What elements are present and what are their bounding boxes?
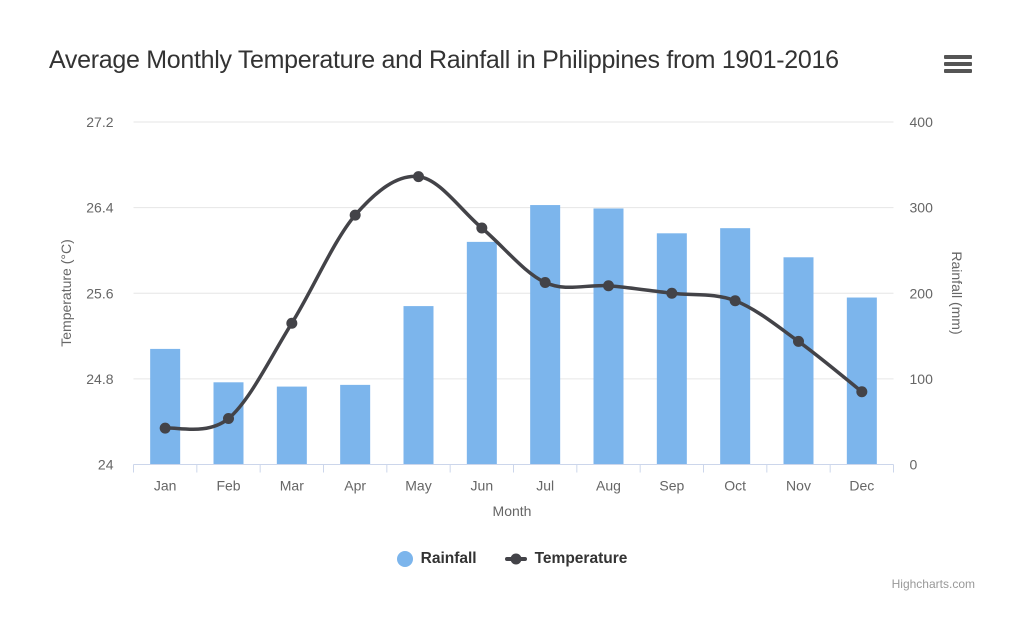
hamburger-icon (944, 55, 972, 59)
point-feb[interactable] (223, 412, 234, 424)
x-axis-label: May (405, 478, 431, 494)
x-axis-label: Aug (596, 478, 621, 494)
legend-label-rainfall: Rainfall (420, 550, 477, 567)
x-axis-label: Nov (786, 478, 811, 494)
hamburger-icon (944, 62, 972, 66)
x-axis-label: Oct (724, 478, 746, 494)
bar-jun[interactable] (466, 241, 497, 465)
legend-item-temperature[interactable]: Temperature (504, 550, 628, 568)
y-axis-label-right: 100 (910, 371, 934, 387)
point-aug[interactable] (603, 280, 614, 292)
y-axis-label-left: 27.2 (86, 114, 113, 130)
point-jul[interactable] (539, 277, 551, 289)
bar-mar[interactable] (276, 386, 307, 465)
point-jan[interactable] (159, 422, 171, 434)
point-apr[interactable] (349, 209, 361, 221)
bar-jan[interactable] (150, 348, 181, 465)
y-axis-label-right: 400 (910, 114, 934, 130)
bar-sep[interactable] (656, 233, 687, 465)
highcharts-credits-link[interactable]: Highcharts.com (891, 577, 975, 591)
temperature-series-marker-icon (504, 553, 527, 565)
chart-title: Average Monthly Temperature and Rainfall… (49, 46, 839, 74)
rainfall-series-marker-icon (396, 551, 413, 567)
y-axis-label-left: 24 (98, 457, 114, 473)
y-axis-label-right: 0 (910, 457, 918, 473)
legend: Rainfall Temperature (0, 545, 1024, 573)
point-mar[interactable] (286, 317, 298, 329)
y-axis-label-left: 26.4 (86, 200, 113, 216)
point-oct[interactable] (729, 295, 741, 307)
chart-context-menu-button[interactable] (944, 55, 972, 73)
x-axis-label: Jun (471, 478, 494, 494)
y-axis-label-right: 300 (910, 200, 934, 216)
bar-jul[interactable] (530, 205, 561, 465)
bar-may[interactable] (403, 306, 434, 465)
x-axis-label: Jul (536, 478, 554, 494)
bar-nov[interactable] (783, 257, 814, 465)
temperature-line[interactable] (163, 174, 864, 431)
bar-apr[interactable] (340, 384, 371, 465)
bar-aug[interactable] (593, 208, 624, 465)
hamburger-icon (944, 69, 972, 73)
x-axis-label: Mar (280, 478, 304, 494)
x-axis-label: Sep (659, 478, 684, 494)
y-axis-label-left: 25.6 (86, 285, 113, 301)
x-axis-label: Jan (154, 478, 177, 494)
x-axis-label: Dec (849, 478, 874, 494)
bar-dec[interactable] (846, 297, 877, 465)
point-nov[interactable] (793, 335, 804, 347)
point-dec[interactable] (856, 386, 868, 398)
bar-oct[interactable] (720, 228, 751, 465)
point-jun[interactable] (476, 222, 488, 234)
x-axis-label: Apr (344, 478, 366, 494)
y-axis-label-left: 24.8 (86, 371, 113, 387)
x-axis-title: Month (492, 503, 532, 519)
y-axis-label-right: 200 (910, 285, 934, 301)
x-axis-label: Feb (216, 478, 240, 494)
legend-item-rainfall[interactable]: Rainfall (396, 550, 477, 568)
legend-label-temperature: Temperature (534, 550, 628, 567)
point-sep[interactable] (666, 287, 678, 299)
point-may[interactable] (413, 171, 424, 183)
